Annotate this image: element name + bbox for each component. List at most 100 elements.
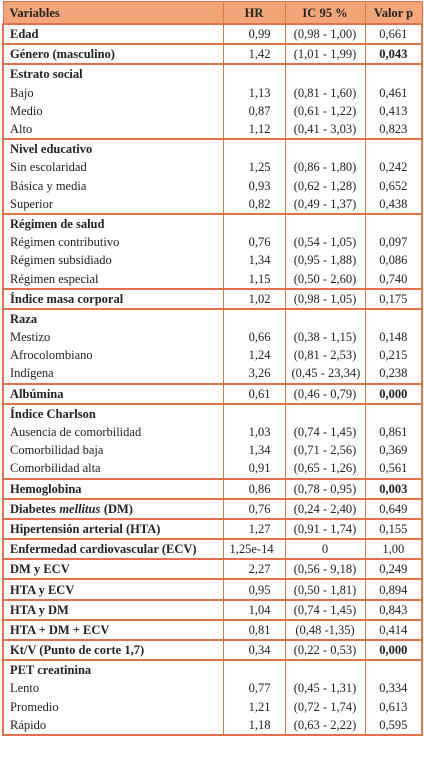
- p-value-cell: 0,155: [364, 518, 423, 540]
- variable-cell: Diabetes mellitus (DM): [2, 498, 224, 519]
- hr-cell: 0,81: [222, 619, 286, 640]
- ci-cell: (0,78 - 0,95): [284, 478, 366, 499]
- variable-cell: Albúmina: [2, 383, 224, 404]
- p-value-cell: [364, 139, 423, 159]
- variable-cell: Básica y media: [2, 176, 224, 195]
- ci-cell: (0,81 - 1,60): [284, 83, 366, 102]
- variable-cell: HTA + DM + ECV: [2, 619, 224, 640]
- table-section: HTA y DM 1,04 (0,74 - 1,45) 0,843: [2, 599, 423, 620]
- hr-cell: 1,03: [222, 422, 286, 442]
- table-row: Raza: [2, 308, 423, 328]
- hr-cell: 0,34: [222, 640, 286, 661]
- p-value-cell: [364, 64, 423, 84]
- table-row: HTA y DM 1,04 (0,74 - 1,45) 0,843: [2, 599, 423, 620]
- p-value-cell: 0,894: [364, 579, 423, 600]
- hr-cell: 0,77: [222, 679, 286, 698]
- table-section: Índice masa corporal 1,02 (0,98 - 1,05) 0,1…: [2, 288, 423, 309]
- table-row: Rápido 1,18 (0,63 - 2,22) 0,595: [2, 715, 423, 735]
- p-value-cell: 0,861: [364, 422, 423, 442]
- table-row: Régimen de salud: [2, 213, 423, 234]
- ci-cell: [284, 64, 366, 84]
- table-section: Diabetes mellitus (DM) 0,76 (0,24 - 2,40) 0,6…: [2, 498, 423, 519]
- variable-cell: Nivel educativo: [2, 139, 224, 159]
- table-section: Albúmina 0,61 (0,46 - 0,79) 0,000: [2, 383, 423, 404]
- p-value-cell: 0,461: [364, 83, 423, 102]
- ci-cell: (0,98 - 1,05): [284, 288, 366, 309]
- variable-cell: Ausencia de comorbilidad: [2, 422, 224, 442]
- hr-cell: [222, 403, 286, 423]
- variable-cell: Régimen especial: [2, 269, 224, 289]
- hr-cell: 0,91: [222, 459, 286, 479]
- header-cell: Variables: [2, 1, 224, 25]
- table-row: DM y ECV 2,27 (0,56 - 9,18) 0,249: [2, 559, 423, 580]
- variable-cell: Enfermedad cardiovascular (ECV): [2, 539, 224, 560]
- ci-cell: [284, 660, 366, 680]
- p-value-cell: 0,148: [364, 328, 423, 347]
- p-value-cell: 0,561: [364, 459, 423, 479]
- p-value-cell: 0,242: [364, 158, 423, 177]
- ci-cell: (0,63 - 2,22): [284, 715, 366, 735]
- variable-cell: Superior: [2, 194, 224, 214]
- p-value-cell: [364, 308, 423, 328]
- p-value-cell: [364, 403, 423, 423]
- ci-cell: (0,62 - 1,28): [284, 176, 366, 195]
- ci-cell: (0,48 -1,35): [284, 619, 366, 640]
- table-row: Régimen contributivo 0,76 (0,54 - 1,05) 0,0…: [2, 233, 423, 252]
- ci-cell: 0: [284, 539, 366, 560]
- hr-cell: 0,61: [222, 383, 286, 404]
- table-section: Edad 0,99 (0,98 - 1,00) 0,661: [2, 24, 423, 45]
- hr-cell: 1,02: [222, 288, 286, 309]
- hr-cell: 1,25e-14: [222, 539, 286, 560]
- hr-cell: 0,86: [222, 478, 286, 499]
- p-value-cell: [364, 213, 423, 234]
- header-row: Variables HR IC 95 % Valor p: [2, 1, 423, 25]
- table-row: Estrato social: [2, 64, 423, 84]
- variable-cell: Promedio: [2, 697, 224, 716]
- table-row: Nivel educativo: [2, 139, 423, 159]
- hr-cell: 0,99: [222, 24, 286, 45]
- table-row: Hemoglobina 0,86 (0,78 - 0,95) 0,003: [2, 478, 423, 499]
- hr-cell: 1,15: [222, 269, 286, 289]
- ci-cell: (0,24 - 2,40): [284, 498, 366, 519]
- table-row: Ausencia de comorbilidad 1,03 (0,74 - 1,45…: [2, 422, 423, 442]
- table-row: Alto 1,12 (0,41 - 3,03) 0,823: [2, 119, 423, 140]
- p-value-cell: 0,003: [364, 478, 423, 499]
- ci-cell: (0,95 - 1,88): [284, 251, 366, 270]
- ci-cell: (0,54 - 1,05): [284, 233, 366, 252]
- variable-cell: Lento: [2, 679, 224, 698]
- table-row: Mestizo 0,66 (0,38 - 1,15) 0,148: [2, 328, 423, 347]
- variable-cell: Rápido: [2, 715, 224, 735]
- variable-cell: Medio: [2, 101, 224, 120]
- hr-cell: 2,27: [222, 559, 286, 580]
- p-value-cell: 0,740: [364, 269, 423, 289]
- variable-cell: Sin escolaridad: [2, 158, 224, 177]
- p-value-cell: 0,215: [364, 346, 423, 365]
- table-row: Comorbilidad baja 1,34 (0,71 - 2,56) 0,369: [2, 441, 423, 460]
- variable-cell: Índice Charlson: [2, 403, 224, 423]
- hr-cell: 1,34: [222, 251, 286, 270]
- p-value-cell: 0,595: [364, 715, 423, 735]
- table-header: Variables HR IC 95 % Valor p: [2, 1, 423, 25]
- ci-cell: (0,71 - 2,56): [284, 441, 366, 460]
- variable-cell: Índice masa corporal: [2, 288, 224, 309]
- ci-cell: [284, 139, 366, 159]
- hr-cell: [222, 308, 286, 328]
- p-value-cell: 0,613: [364, 697, 423, 716]
- p-value-cell: 0,334: [364, 679, 423, 698]
- hr-cell: 1,34: [222, 441, 286, 460]
- hr-cell: 0,82: [222, 194, 286, 214]
- table-row: PET creatinina: [2, 660, 423, 680]
- p-value-cell: 0,438: [364, 194, 423, 214]
- ci-cell: (0,74 - 1,45): [284, 422, 366, 442]
- table-row: Sin escolaridad 1,25 (0,86 - 1,80) 0,242: [2, 158, 423, 177]
- p-value-cell: 0,413: [364, 101, 423, 120]
- table-row: Indígena 3,26 (0,45 - 23,34) 0,238: [2, 364, 423, 384]
- ci-cell: [284, 308, 366, 328]
- variable-cell: DM y ECV: [2, 559, 224, 580]
- variable-cell: Raza: [2, 308, 224, 328]
- variable-cell: PET creatinina: [2, 660, 224, 680]
- ci-cell: (0,22 - 0,53): [284, 640, 366, 661]
- ci-cell: (0,50 - 2,60): [284, 269, 366, 289]
- ci-cell: [284, 213, 366, 234]
- table-row: Afrocolombiano 1,24 (0,81 - 2,53) 0,215: [2, 346, 423, 365]
